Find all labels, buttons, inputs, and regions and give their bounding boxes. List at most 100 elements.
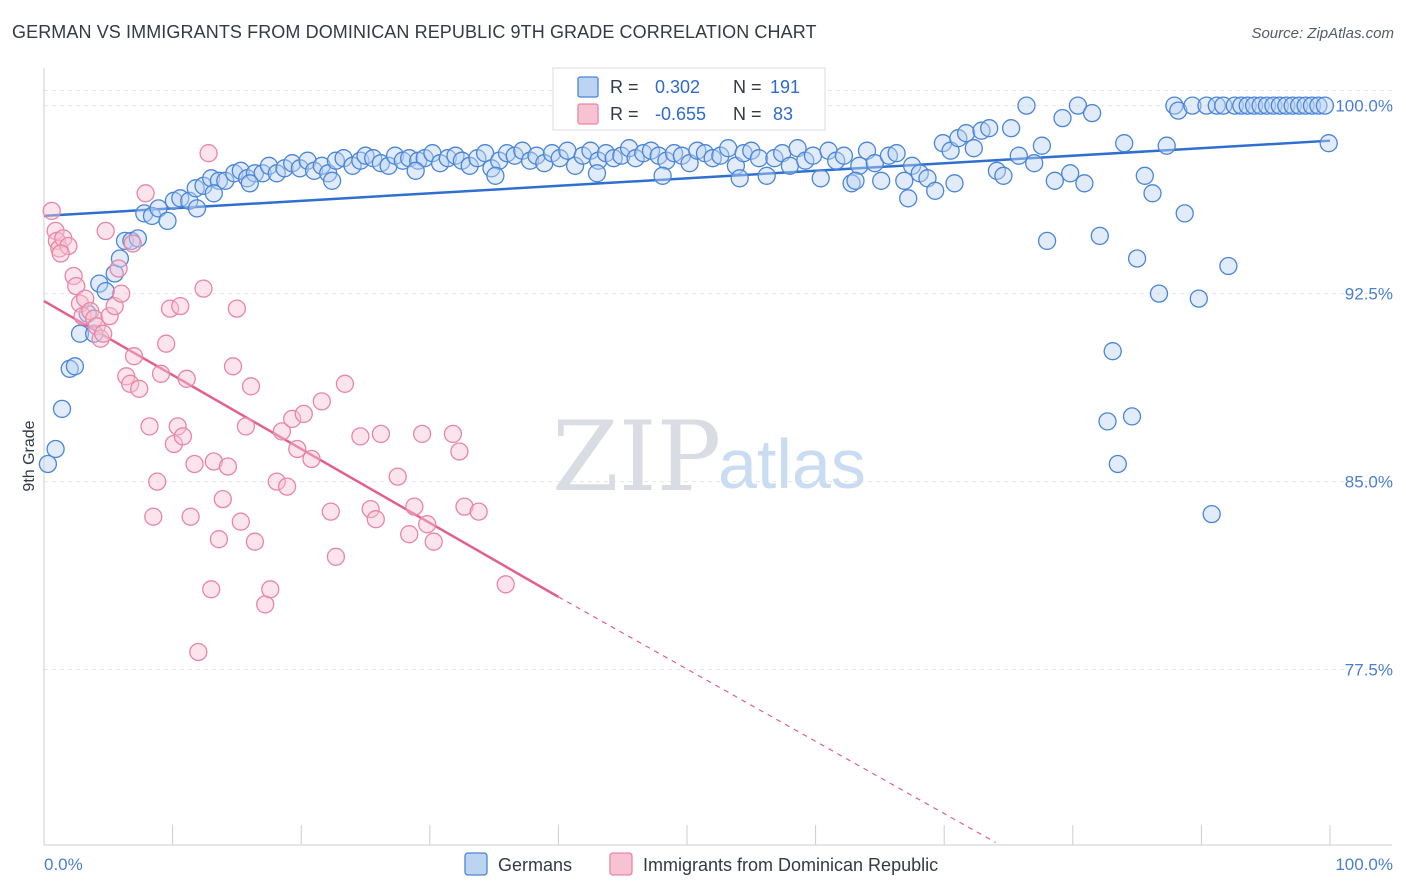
dominican-point xyxy=(241,377,261,396)
germans-point xyxy=(1202,504,1221,524)
dominican-point xyxy=(123,234,142,253)
dominican-point xyxy=(412,424,432,444)
germans-point xyxy=(1296,96,1315,115)
germans-point xyxy=(1053,108,1072,128)
y-tick-label: 77.5% xyxy=(1345,661,1393,680)
dominican-point xyxy=(140,417,159,436)
germans-point xyxy=(1061,164,1080,183)
stats-r-label: R = xyxy=(610,77,639,97)
dominican-point xyxy=(267,472,286,491)
dominican-point xyxy=(455,497,474,516)
dominican-point xyxy=(371,424,391,444)
dominican-point xyxy=(294,404,313,424)
dominican-point xyxy=(335,374,355,393)
dominican-point xyxy=(91,329,110,348)
germans-point xyxy=(1075,174,1094,193)
germans-point xyxy=(1283,96,1302,115)
germans-point xyxy=(1315,96,1335,115)
germans-point xyxy=(619,139,639,158)
dominican-point xyxy=(171,296,190,316)
germans-point xyxy=(1169,101,1188,120)
dominican-point xyxy=(326,547,346,566)
y-tick-label: 100.0% xyxy=(1335,97,1393,116)
dominican-point xyxy=(124,347,144,366)
dominican-point xyxy=(218,457,238,476)
germans-point xyxy=(1090,226,1109,246)
germans-point xyxy=(90,274,109,293)
dominican-point xyxy=(148,472,167,491)
germans-point xyxy=(1135,166,1154,185)
dominican-point xyxy=(361,499,380,519)
germans-point xyxy=(1270,96,1289,115)
germans-point xyxy=(1127,249,1147,268)
germans-point xyxy=(1289,96,1309,115)
germans-point xyxy=(1045,171,1064,190)
dominican-point xyxy=(59,236,78,256)
germans-point xyxy=(899,189,918,208)
stats-n-label: N = xyxy=(733,77,762,97)
germans-point xyxy=(1257,96,1277,115)
dominican-point xyxy=(283,409,302,429)
germans-point xyxy=(1115,134,1134,153)
germans-point xyxy=(1082,103,1102,123)
germans-point xyxy=(1143,184,1162,203)
dominican-point xyxy=(204,452,223,471)
dominican-point xyxy=(272,422,292,441)
germans-point xyxy=(1032,136,1052,155)
stats-swatch-pink xyxy=(577,103,599,125)
germans-point xyxy=(926,181,945,200)
germans-point xyxy=(513,141,532,160)
germans-point xyxy=(253,164,272,183)
y-tick-label: 92.5% xyxy=(1345,285,1393,304)
dominican-point xyxy=(42,201,61,221)
germans-point xyxy=(846,171,865,190)
germans-point xyxy=(1001,119,1021,138)
germans-point xyxy=(149,199,168,218)
germans-point xyxy=(1037,231,1057,251)
dominican-point xyxy=(100,306,119,326)
germans-point xyxy=(158,211,177,231)
germans-point xyxy=(290,159,310,178)
dominican-point xyxy=(144,507,163,526)
germans-point xyxy=(587,164,607,183)
legend-swatch-dominican xyxy=(609,852,633,876)
germans-point xyxy=(1264,96,1283,115)
dominican-point xyxy=(312,392,331,411)
watermark: ZIP atlas xyxy=(552,401,866,513)
germans-point xyxy=(486,166,505,185)
dominican-point xyxy=(223,357,243,376)
germans-point xyxy=(757,166,776,185)
germans-point xyxy=(1189,289,1208,308)
dominican-point xyxy=(288,439,307,459)
dominican-point xyxy=(67,276,86,296)
dominican-point xyxy=(424,532,443,551)
germans-point xyxy=(895,171,914,190)
germans-point xyxy=(1175,204,1194,223)
germans-point xyxy=(298,151,317,170)
germans-point xyxy=(558,141,577,160)
germans-point xyxy=(312,156,331,175)
legend: Germans Immigrants from Dominican Republ… xyxy=(464,852,938,876)
germans-point xyxy=(460,156,479,175)
dominican-point xyxy=(261,580,280,599)
germans-point xyxy=(240,174,259,193)
germans-point xyxy=(1207,96,1226,115)
stats-box: R = 0.302 N = 191 R = -0.655 N = 83 xyxy=(552,67,826,131)
germans-point xyxy=(730,169,749,188)
germans-point xyxy=(1183,96,1202,115)
y-tick-labels: 100.0% 92.5% 85.0% 77.5% xyxy=(1335,97,1393,680)
data-points xyxy=(38,96,1338,662)
germans-point xyxy=(780,156,800,175)
dominican-point xyxy=(443,424,463,444)
x-ticks xyxy=(43,825,1331,845)
dominican-point xyxy=(199,144,218,163)
dominican-point xyxy=(366,510,385,529)
germans-point xyxy=(1103,342,1122,361)
germans-point xyxy=(956,124,976,143)
x-tick-label: 100.0% xyxy=(1335,855,1393,874)
dominican-point xyxy=(213,489,232,509)
y-axis-title: 9th Grade xyxy=(21,420,38,491)
germans-point xyxy=(749,149,769,168)
germans-point xyxy=(1122,407,1142,426)
dominican-point xyxy=(351,427,370,446)
